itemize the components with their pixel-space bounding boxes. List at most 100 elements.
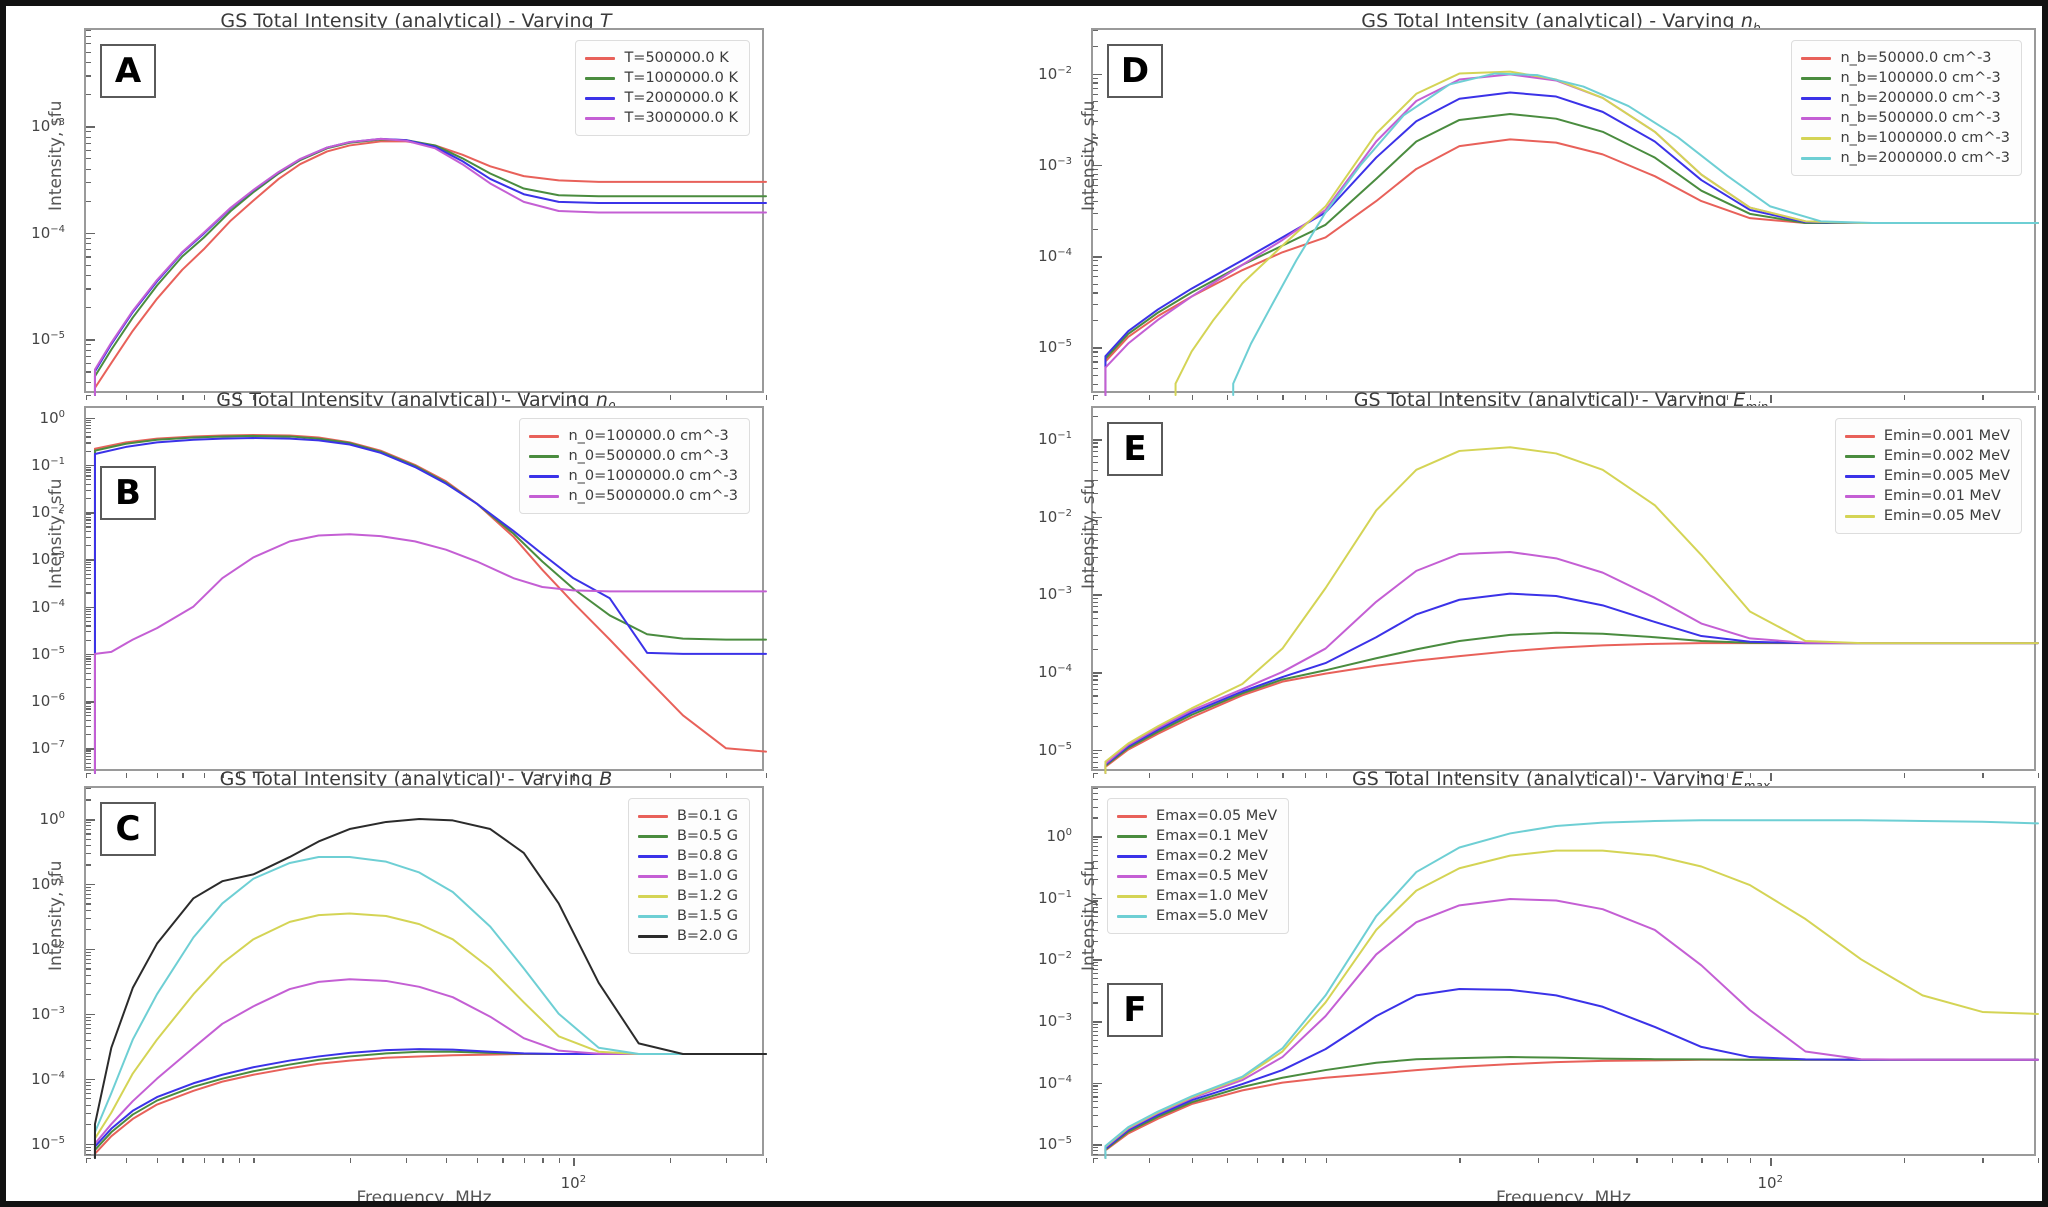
legend-a[interactable]: T=500000.0 K T=1000000.0 K T=2000000.0 K T=… — [575, 40, 750, 136]
legend-entry[interactable]: Emax=5.0 MeV — [1117, 906, 1277, 926]
legend-entry[interactable]: n_b=50000.0 cm^-3 — [1801, 48, 2010, 68]
y-tick-mark — [1093, 256, 1102, 258]
legend-entry[interactable]: n_b=500000.0 cm^-3 — [1801, 108, 2010, 128]
x-minor-tick — [1904, 1158, 1906, 1163]
legend-d[interactable]: n_b=50000.0 cm^-3 n_b=100000.0 cm^-3 n_b=2… — [1791, 40, 2022, 176]
x-minor-tick — [1701, 1158, 1703, 1163]
y-minor-tick — [1093, 973, 1098, 975]
legend-entry[interactable]: Emax=0.2 MeV — [1117, 846, 1277, 866]
y-tick-mark — [86, 464, 95, 467]
legend-entry[interactable]: Emin=0.001 MeV — [1844, 426, 2010, 446]
legend-b[interactable]: n_0=100000.0 cm^-3 n_0=500000.0 cm^-3 n_0=… — [519, 418, 750, 514]
legend-label: Emin=0.002 MeV — [1883, 448, 2010, 464]
legend-entry[interactable]: Emax=0.05 MeV — [1117, 806, 1277, 826]
y-minor-tick — [1093, 617, 1098, 619]
y-tick-label: 10−3 — [31, 550, 65, 569]
axes-b: 10010−110−210−310−410−510−610−7102n_0=10… — [31, 406, 768, 807]
legend-c[interactable]: B=0.1 G B=0.5 G B=0.8 G B=1.0 G B=1.2 G B=1.5… — [627, 798, 750, 954]
y-minor-tick — [1093, 539, 1098, 542]
legend-entry[interactable]: T=500000.0 K — [585, 48, 738, 68]
legend-entry[interactable]: n_b=1000000.0 cm^-3 — [1801, 128, 2010, 148]
x-minor-tick — [156, 395, 159, 400]
panel-letter-c: C — [100, 802, 156, 856]
y-minor-tick — [86, 672, 91, 674]
legend-color-swatch — [529, 474, 560, 478]
y-minor-tick — [86, 1098, 91, 1100]
legend-label: B=1.0 G — [676, 868, 738, 884]
legend-entry[interactable]: Emin=0.05 MeV — [1844, 506, 2010, 526]
panel-letter-e: E — [1107, 422, 1163, 476]
legend-entry[interactable]: B=1.5 G — [637, 906, 738, 926]
curves-d — [1104, 70, 2039, 396]
x-minor-tick — [445, 395, 448, 400]
legend-entry[interactable]: Emax=1.0 MeV — [1117, 886, 1277, 906]
y-minor-tick — [86, 655, 91, 658]
y-minor-tick — [86, 578, 91, 580]
y-minor-tick — [1093, 1147, 1098, 1149]
y-minor-tick — [86, 1039, 91, 1041]
legend-entry[interactable]: T=3000000.0 K — [585, 108, 738, 128]
legend-entry[interactable]: Emin=0.01 MeV — [1844, 486, 2010, 506]
legend-entry[interactable]: n_0=500000.0 cm^-3 — [529, 446, 738, 466]
y-tick-label: 10−3 — [1038, 585, 1072, 604]
y-minor-tick — [1093, 374, 1098, 376]
y-tick-mark — [1093, 671, 1102, 674]
legend-entry[interactable]: Emax=0.5 MeV — [1117, 866, 1277, 886]
legend-label: Emin=0.001 MeV — [1883, 428, 2010, 444]
y-tick-mark — [86, 339, 95, 341]
legend-entry[interactable]: B=2.0 G — [637, 926, 738, 946]
y-minor-tick — [86, 497, 91, 500]
y-minor-tick — [1093, 264, 1098, 267]
x-minor-tick — [1325, 395, 1327, 400]
y-minor-tick — [86, 1088, 91, 1090]
legend-entry[interactable]: Emax=0.1 MeV — [1117, 826, 1277, 846]
legend-entry[interactable]: n_0=100000.0 cm^-3 — [529, 426, 738, 446]
y-minor-tick — [86, 661, 91, 663]
y-minor-tick — [86, 608, 91, 610]
y-minor-tick — [1093, 860, 1098, 862]
legend-e[interactable]: Emin=0.001 MeV Emin=0.002 MeV Emin=0.005 M… — [1834, 418, 2022, 534]
legend-label: n_0=100000.0 cm^-3 — [568, 428, 729, 444]
x-minor-tick — [1749, 1158, 1752, 1163]
legend-entry[interactable]: B=1.2 G — [637, 886, 738, 906]
y-minor-tick — [86, 519, 91, 521]
legend-entry[interactable]: n_0=1000000.0 cm^-3 — [529, 466, 738, 486]
x-minor-tick — [1904, 773, 1906, 778]
legend-entry[interactable]: Emin=0.002 MeV — [1844, 446, 2010, 466]
y-minor-tick — [1093, 1030, 1098, 1032]
y-minor-tick — [86, 36, 91, 38]
y-minor-tick — [86, 479, 91, 481]
legend-entry[interactable]: B=0.5 G — [637, 826, 738, 846]
y-minor-tick — [1093, 879, 1098, 881]
y-minor-tick — [1093, 606, 1098, 608]
y-minor-tick — [86, 678, 91, 680]
legend-entry[interactable]: B=0.8 G — [637, 846, 738, 866]
legend-entry[interactable]: n_b=200000.0 cm^-3 — [1801, 88, 2010, 108]
y-minor-tick — [86, 613, 91, 616]
y-minor-tick — [1093, 109, 1098, 112]
y-minor-tick — [86, 890, 91, 892]
legend-label: T=2000000.0 K — [624, 90, 738, 106]
x-minor-tick — [669, 1158, 671, 1163]
x-minor-tick — [1749, 395, 1752, 400]
legend-entry[interactable]: n_b=2000000.0 cm^-3 — [1801, 148, 2010, 168]
y-minor-tick — [86, 94, 91, 96]
legend-entry[interactable]: B=1.0 G — [637, 866, 738, 886]
y-minor-tick — [1093, 903, 1098, 905]
legend-f[interactable]: Emax=0.05 MeV Emax=0.1 MeV Emax=0.2 MeV Ema… — [1107, 798, 1290, 934]
legend-entry[interactable]: B=0.1 G — [637, 806, 738, 826]
legend-entry[interactable]: T=2000000.0 K — [585, 88, 738, 108]
y-minor-tick — [86, 963, 91, 965]
legend-entry[interactable]: T=1000000.0 K — [585, 68, 738, 88]
legend-entry[interactable]: n_b=100000.0 cm^-3 — [1801, 68, 2010, 88]
y-minor-tick — [86, 592, 91, 594]
legend-entry[interactable]: n_0=5000000.0 cm^-3 — [529, 486, 738, 506]
legend-entry[interactable]: Emin=0.005 MeV — [1844, 466, 2010, 486]
x-minor-tick — [238, 773, 240, 778]
y-minor-tick — [1093, 469, 1098, 471]
y-tick-label: 10−1 — [31, 874, 65, 893]
y-minor-tick — [86, 516, 91, 518]
y-tick-label: 10−5 — [31, 330, 65, 349]
x-minor-tick — [502, 773, 504, 778]
y-tick-label: 10−6 — [31, 692, 65, 711]
